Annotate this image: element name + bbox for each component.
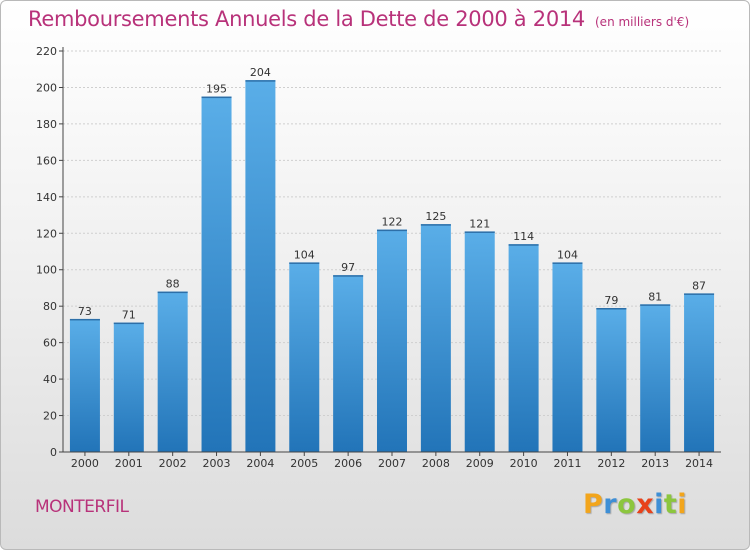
bar-top-edge [464, 231, 495, 233]
value-label: 97 [341, 261, 355, 274]
logo-letter: r [603, 489, 618, 520]
chart-unit-label: (en milliers d'€) [595, 15, 690, 29]
x-tick-label: 2009 [466, 457, 494, 470]
proxiti-logo: Proxiti [583, 489, 687, 520]
bar-2010 [508, 244, 539, 452]
bars [69, 80, 715, 453]
value-label: 81 [648, 290, 662, 303]
value-label: 122 [382, 216, 403, 229]
value-label: 114 [513, 230, 534, 243]
bar-top-edge [640, 304, 671, 306]
y-tick-label: 160 [36, 154, 57, 167]
logo-letter: i [654, 489, 664, 520]
bar-top-edge [113, 322, 144, 325]
bar-top-edge [684, 293, 715, 295]
bar-2003 [201, 96, 232, 453]
y-tick-label: 220 [36, 45, 57, 58]
y-tick-label: 180 [36, 118, 57, 131]
x-tick-label: 2007 [378, 457, 406, 470]
value-label: 204 [250, 66, 271, 79]
bar-2002 [157, 291, 188, 452]
axes [59, 47, 721, 456]
x-tick-label: 2011 [553, 457, 581, 470]
x-tick-label: 2006 [334, 457, 362, 470]
y-tick-label: 0 [50, 446, 57, 459]
logo-letter: t [663, 489, 678, 520]
x-tick-label: 2010 [510, 457, 538, 470]
logo-letter: o [617, 489, 637, 520]
x-tick-label: 2014 [685, 457, 713, 470]
logo-letter: P [583, 489, 604, 520]
x-tick-label: 2008 [422, 457, 450, 470]
bar-top-edge [245, 80, 276, 82]
chart-title: Remboursements Annuels de la Dette de 20… [28, 7, 689, 31]
bar-2004 [245, 80, 276, 452]
y-tick-label: 120 [36, 227, 57, 240]
y-tick-label: 100 [36, 264, 57, 277]
city-name: MONTERFIL [35, 497, 129, 517]
bar-2013 [640, 304, 671, 452]
x-tick-label: 2001 [115, 457, 143, 470]
value-label: 79 [604, 294, 618, 307]
bar-2012 [596, 308, 627, 452]
value-label: 88 [166, 278, 180, 291]
bar-top-edge [377, 229, 407, 232]
bar-top-edge [289, 262, 320, 264]
bar-top-edge [201, 96, 232, 99]
y-tick-label: 80 [43, 300, 57, 313]
bar-top-edge [333, 275, 364, 277]
value-label: 125 [425, 210, 446, 223]
bar-top-edge [596, 308, 627, 310]
x-tick-label: 2013 [641, 457, 669, 470]
x-tick-label: 2005 [290, 457, 318, 470]
bar-top-edge [552, 262, 583, 264]
x-tick-label: 2000 [71, 457, 99, 470]
bar-top-edge [508, 244, 539, 246]
x-tick-label: 2012 [597, 457, 625, 470]
x-tick-label: 2002 [159, 457, 187, 470]
x-tick-label: 2003 [203, 457, 231, 470]
bar-top-edge [420, 224, 451, 226]
value-label: 121 [469, 217, 490, 230]
logo-letter: x [636, 489, 655, 520]
chart-title-text: Remboursements Annuels de la Dette de 20… [28, 7, 585, 31]
value-label: 104 [294, 248, 315, 261]
value-label: 104 [557, 248, 578, 261]
bar-2008 [420, 224, 451, 452]
bar-2000 [69, 318, 100, 452]
value-label: 195 [206, 83, 227, 96]
bar-top-edge [69, 318, 100, 321]
bar-2007 [377, 229, 407, 452]
y-tick-label: 60 [43, 337, 57, 350]
bar-2009 [464, 231, 495, 452]
x-tick-label: 2004 [246, 457, 274, 470]
bar-2006 [333, 275, 364, 452]
value-label: 71 [122, 309, 136, 322]
y-tick-label: 200 [36, 81, 57, 94]
bar-2005 [289, 262, 320, 452]
value-label: 87 [692, 279, 706, 292]
bar-top-edge [157, 291, 188, 294]
bar-2014 [684, 293, 715, 452]
y-tick-label: 40 [43, 373, 57, 386]
bar-2001 [113, 322, 144, 452]
y-tick-label: 20 [43, 410, 57, 423]
bar-2011 [552, 262, 583, 452]
y-tick-label: 140 [36, 191, 57, 204]
labels: 0 20 40 60 80 100 120 140 160 180 200 220 73 2000 71 20… [36, 45, 713, 470]
value-label: 73 [78, 305, 92, 318]
logo-letter: i [677, 489, 688, 520]
